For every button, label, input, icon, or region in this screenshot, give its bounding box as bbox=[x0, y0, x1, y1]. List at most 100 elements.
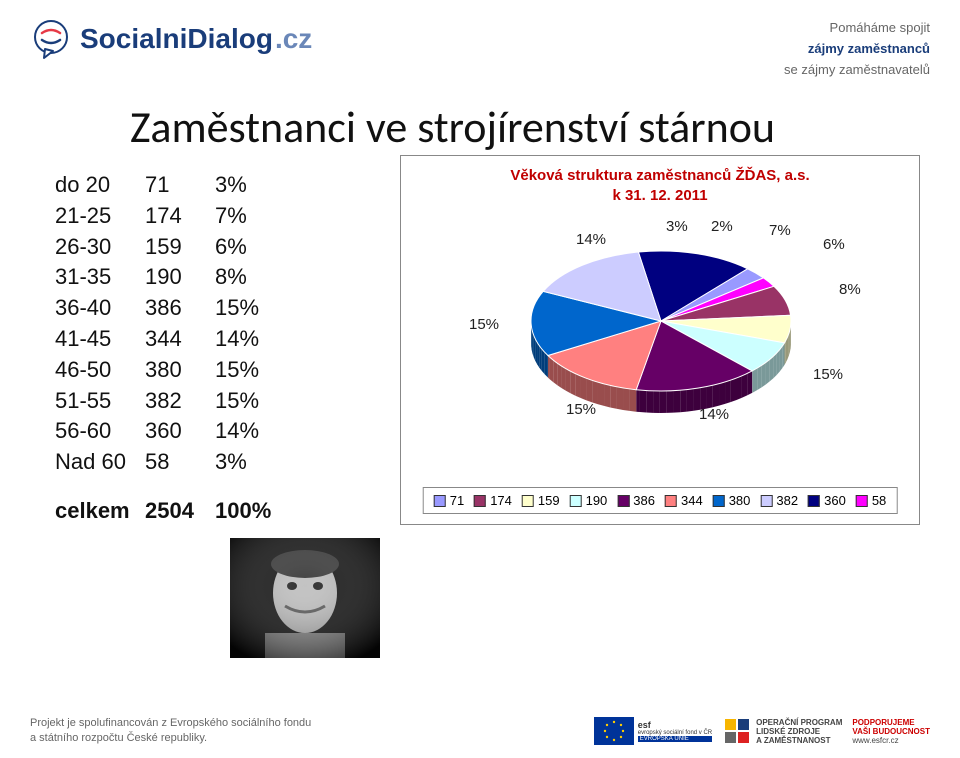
legend-swatch bbox=[856, 495, 868, 507]
eu-flag-icon: esf evropský sociální fond v ČR EVROPSKÁ… bbox=[594, 717, 712, 745]
speech-bubble-icon bbox=[30, 18, 72, 60]
footer-logos: esf evropský sociální fond v ČR EVROPSKÁ… bbox=[594, 716, 930, 746]
row-count: 382 bbox=[145, 386, 215, 417]
portrait-image bbox=[230, 538, 380, 658]
legend-item: 190 bbox=[570, 493, 608, 508]
table-row: 36-4038615% bbox=[55, 293, 285, 324]
legend-item: 174 bbox=[474, 493, 512, 508]
legend-swatch bbox=[474, 495, 486, 507]
legend-item: 360 bbox=[808, 493, 846, 508]
pie-pct-label: 14% bbox=[699, 406, 729, 423]
pie-pct-label: 8% bbox=[839, 281, 861, 298]
legend-swatch bbox=[808, 495, 820, 507]
tagline-line-2: zájmy zaměstnanců bbox=[784, 39, 930, 60]
legend-label: 380 bbox=[729, 493, 751, 508]
footer-line-1: Projekt je spolufinancován z Evropského … bbox=[30, 716, 311, 731]
tagline-line-1: Pomáháme spojit bbox=[784, 18, 930, 39]
table-row: do 20713% bbox=[55, 170, 285, 201]
chart-legend: 71 174 159 190 386 344 380 382 360 58 bbox=[423, 487, 898, 514]
tagline: Pomáháme spojit zájmy zaměstnanců se záj… bbox=[784, 18, 930, 80]
row-pct: 3% bbox=[215, 447, 285, 478]
row-pct: 6% bbox=[215, 232, 285, 263]
logo-text: Socialni Dialog .cz bbox=[80, 23, 312, 55]
row-pct: 14% bbox=[215, 416, 285, 447]
row-pct: 8% bbox=[215, 262, 285, 293]
row-label: 26-30 bbox=[55, 232, 145, 263]
row-label: 56-60 bbox=[55, 416, 145, 447]
tagline-line-3: se zájmy zaměstnavatelů bbox=[784, 60, 930, 81]
legend-label: 344 bbox=[681, 493, 703, 508]
row-label: Nad 60 bbox=[55, 447, 145, 478]
esfcr-2: VAŠI BUDOUCNOST bbox=[852, 727, 930, 736]
pie-pct-label: 14% bbox=[576, 231, 606, 248]
chart-title-2: k 31. 12. 2011 bbox=[612, 187, 707, 204]
legend-label: 174 bbox=[490, 493, 512, 508]
row-label: 46-50 bbox=[55, 355, 145, 386]
row-count: 386 bbox=[145, 293, 215, 324]
row-label: do 20 bbox=[55, 170, 145, 201]
site-logo: Socialni Dialog .cz bbox=[30, 18, 312, 60]
page-footer: Projekt je spolufinancován z Evropského … bbox=[30, 716, 930, 746]
chart-title-1: Věková struktura zaměstnanců ŽĎAS, a.s. bbox=[510, 167, 809, 184]
table-row: 41-4534414% bbox=[55, 324, 285, 355]
row-pct: 15% bbox=[215, 386, 285, 417]
esfcr-3: www.esfcr.cz bbox=[852, 736, 930, 745]
legend-label: 190 bbox=[586, 493, 608, 508]
pie-pct-label: 15% bbox=[566, 401, 596, 418]
table-row: 46-5038015% bbox=[55, 355, 285, 386]
legend-item: 386 bbox=[617, 493, 655, 508]
esfcr-logo: PODPORUJEME VAŠI BUDOUCNOST www.esfcr.cz bbox=[852, 718, 930, 745]
chart-title: Věková struktura zaměstnanců ŽĎAS, a.s. … bbox=[401, 166, 919, 205]
legend-item: 159 bbox=[522, 493, 560, 508]
row-count: 159 bbox=[145, 232, 215, 263]
table-row: 51-5538215% bbox=[55, 386, 285, 417]
row-label: 36-40 bbox=[55, 293, 145, 324]
legend-label: 382 bbox=[776, 493, 798, 508]
row-count: 58 bbox=[145, 447, 215, 478]
row-count: 360 bbox=[145, 416, 215, 447]
table-row: Nad 60583% bbox=[55, 447, 285, 478]
legend-item: 380 bbox=[713, 493, 751, 508]
slide-title: Zaměstnanci ve strojírenství stárnou bbox=[130, 100, 775, 154]
legend-item: 58 bbox=[856, 493, 886, 508]
oplzz-3: A ZAMĚSTNANOST bbox=[756, 736, 842, 745]
footer-text: Projekt je spolufinancován z Evropského … bbox=[30, 716, 311, 746]
row-count: 71 bbox=[145, 170, 215, 201]
row-label: 31-35 bbox=[55, 262, 145, 293]
pie-wrap: 3%2%7%6%8%15%14%15%15%14% bbox=[461, 226, 861, 446]
legend-item: 382 bbox=[760, 493, 798, 508]
oplzz-1: OPERAČNÍ PROGRAM bbox=[756, 718, 842, 727]
age-table: do 20713%21-251747%26-301596%31-351908%3… bbox=[55, 170, 285, 527]
legend-item: 71 bbox=[434, 493, 464, 508]
row-count: 190 bbox=[145, 262, 215, 293]
page-header: Socialni Dialog .cz Pomáháme spojit zájm… bbox=[30, 18, 930, 80]
legend-label: 159 bbox=[538, 493, 560, 508]
pie-pct-label: 7% bbox=[769, 222, 791, 239]
legend-swatch bbox=[434, 495, 446, 507]
legend-swatch bbox=[570, 495, 582, 507]
esfcr-1: PODPORUJEME bbox=[852, 718, 930, 727]
table-total-row: celkem 2504 100% bbox=[55, 496, 285, 527]
pie-pct-label: 2% bbox=[711, 218, 733, 235]
legend-swatch bbox=[522, 495, 534, 507]
legend-swatch bbox=[713, 495, 725, 507]
table-row: 56-6036014% bbox=[55, 416, 285, 447]
row-pct: 15% bbox=[215, 355, 285, 386]
row-pct: 14% bbox=[215, 324, 285, 355]
row-label: 51-55 bbox=[55, 386, 145, 417]
table-row: 21-251747% bbox=[55, 201, 285, 232]
legend-swatch bbox=[665, 495, 677, 507]
legend-swatch bbox=[617, 495, 629, 507]
table-row: 26-301596% bbox=[55, 232, 285, 263]
legend-label: 58 bbox=[872, 493, 886, 508]
pie-pct-label: 6% bbox=[823, 236, 845, 253]
pie-pct-label: 15% bbox=[813, 366, 843, 383]
row-count: 380 bbox=[145, 355, 215, 386]
total-count: 2504 bbox=[145, 496, 215, 527]
logo-suffix: .cz bbox=[275, 23, 312, 55]
pie-pct-label: 3% bbox=[666, 218, 688, 235]
pie-chart: Věková struktura zaměstnanců ŽĎAS, a.s. … bbox=[400, 155, 920, 525]
row-pct: 7% bbox=[215, 201, 285, 232]
logo-word-2: Dialog bbox=[187, 23, 273, 55]
legend-label: 71 bbox=[450, 493, 464, 508]
